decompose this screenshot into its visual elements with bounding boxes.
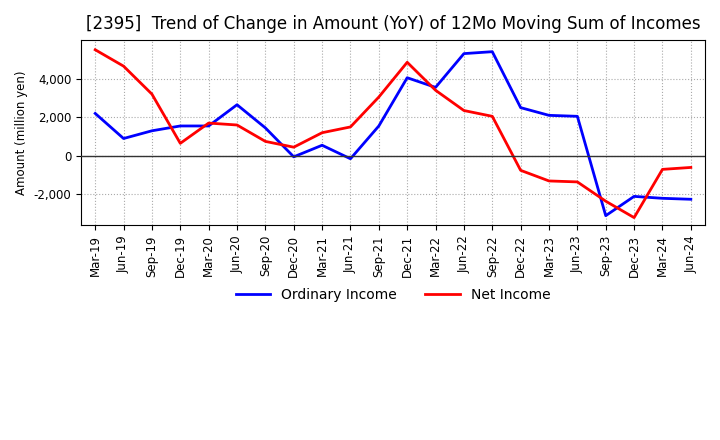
Ordinary Income: [630, 194, 639, 199]
Ordinary Income: [686, 197, 695, 202]
Net Income: [545, 178, 554, 183]
Ordinary Income: [91, 111, 99, 116]
Net Income: [403, 60, 412, 65]
Net Income: [630, 215, 639, 220]
Ordinary Income: [516, 105, 525, 110]
Ordinary Income: [318, 143, 326, 148]
Ordinary Income: [346, 156, 355, 161]
Ordinary Income: [573, 114, 582, 119]
Title: [2395]  Trend of Change in Amount (YoY) of 12Mo Moving Sum of Incomes: [2395] Trend of Change in Amount (YoY) o…: [86, 15, 701, 33]
Line: Ordinary Income: Ordinary Income: [95, 51, 690, 216]
Net Income: [346, 124, 355, 129]
Net Income: [261, 139, 270, 144]
Net Income: [686, 165, 695, 170]
Net Income: [488, 114, 497, 119]
Ordinary Income: [289, 154, 298, 159]
Net Income: [658, 167, 667, 172]
Net Income: [233, 122, 241, 128]
Net Income: [573, 179, 582, 184]
Ordinary Income: [459, 51, 468, 56]
Ordinary Income: [601, 213, 610, 218]
Net Income: [148, 92, 156, 97]
Net Income: [289, 145, 298, 150]
Ordinary Income: [176, 123, 184, 128]
Net Income: [374, 95, 383, 100]
Ordinary Income: [545, 113, 554, 118]
Ordinary Income: [261, 125, 270, 131]
Ordinary Income: [120, 136, 128, 141]
Net Income: [516, 168, 525, 173]
Legend: Ordinary Income, Net Income: Ordinary Income, Net Income: [230, 282, 556, 307]
Net Income: [318, 130, 326, 136]
Ordinary Income: [403, 75, 412, 81]
Ordinary Income: [233, 102, 241, 107]
Ordinary Income: [204, 123, 213, 128]
Line: Net Income: Net Income: [95, 50, 690, 218]
Net Income: [601, 198, 610, 204]
Ordinary Income: [658, 196, 667, 201]
Y-axis label: Amount (million yen): Amount (million yen): [15, 70, 28, 195]
Net Income: [120, 63, 128, 69]
Net Income: [91, 47, 99, 52]
Ordinary Income: [431, 85, 440, 90]
Ordinary Income: [488, 49, 497, 54]
Net Income: [431, 88, 440, 93]
Net Income: [176, 141, 184, 146]
Ordinary Income: [374, 123, 383, 128]
Ordinary Income: [148, 128, 156, 133]
Net Income: [459, 108, 468, 113]
Net Income: [204, 121, 213, 126]
